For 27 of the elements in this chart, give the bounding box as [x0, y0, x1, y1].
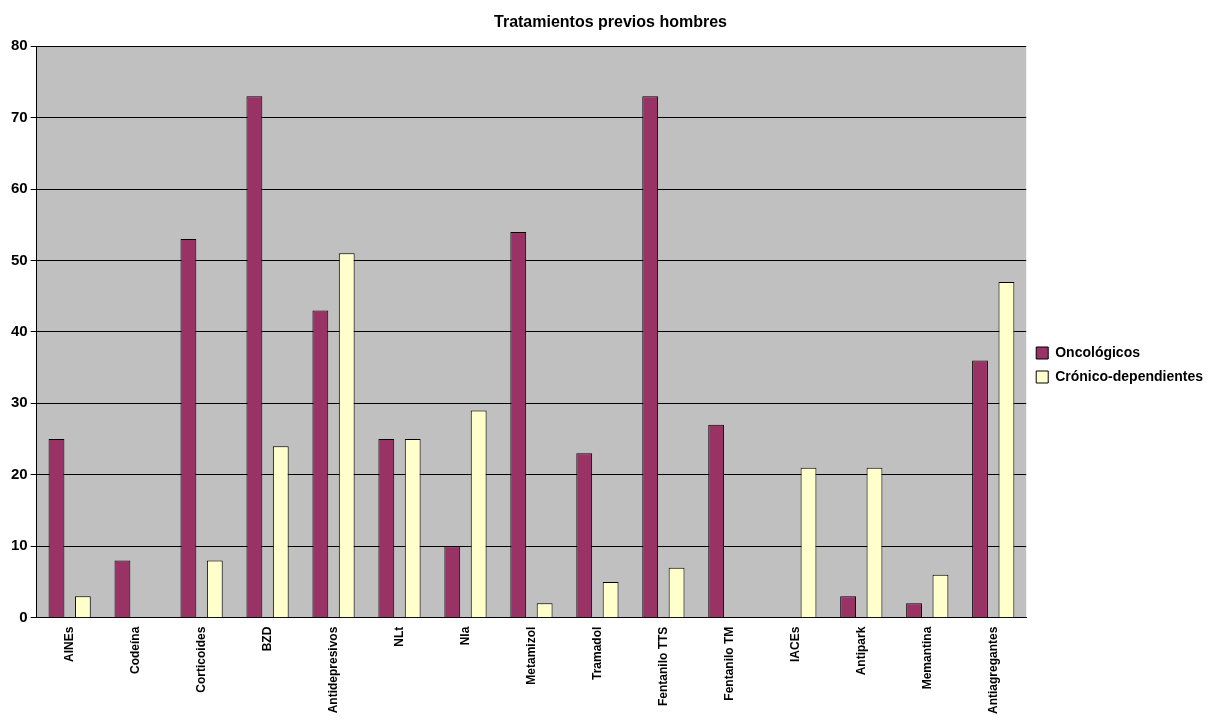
legend-label: Crónico-dependientes: [1055, 367, 1204, 384]
x-tick-label: Tramadol: [589, 626, 604, 681]
x-tick-label: Antipark: [853, 626, 868, 676]
x-tick-label: Fentanilo TM: [721, 626, 736, 701]
x-tick-label: NIa: [457, 626, 472, 646]
y-tick-label: 30: [11, 393, 28, 411]
y-tick-label: 70: [11, 107, 28, 125]
y-tick-label: 10: [11, 536, 28, 554]
legend-label: Oncológicos: [1055, 343, 1141, 360]
y-tick-label: 0: [19, 607, 28, 625]
x-tick-label: Corticoides: [193, 626, 208, 693]
x-tick-label: NLt: [391, 626, 406, 647]
x-tick-label: Codeína: [127, 626, 142, 674]
x-tick-label: Memantina: [919, 626, 934, 690]
x-tick-label: Antiagregantes: [985, 626, 1000, 715]
y-tick-label: 50: [11, 250, 28, 268]
x-tick-label: Fentanilo TTS: [655, 626, 670, 706]
x-tick-label: BZD: [259, 626, 274, 652]
x-tick-label: Antidepresivos: [325, 626, 340, 714]
y-tick-label: 60: [11, 179, 28, 197]
x-tick-label: Metamizol: [523, 626, 538, 685]
x-tick-label: AINEs: [61, 626, 76, 662]
y-tick-label: 40: [11, 322, 28, 340]
chart-title: Tratamientos previos hombres: [494, 13, 728, 31]
x-tick-label: IACEs: [787, 626, 802, 662]
y-tick-label: 80: [11, 36, 28, 54]
y-tick-label: 20: [11, 464, 28, 482]
